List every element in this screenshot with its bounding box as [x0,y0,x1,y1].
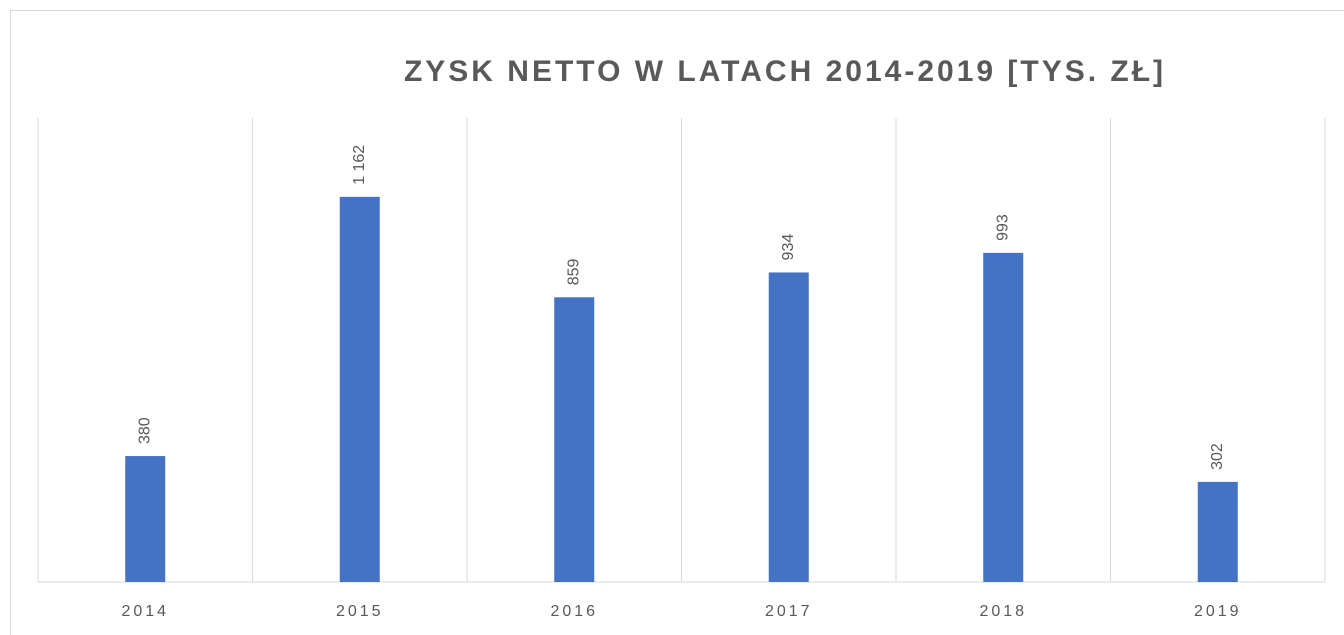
data-label: 302 [1209,443,1226,470]
x-tick-label: 2016 [550,603,598,620]
data-label: 1 162 [351,145,368,185]
x-tick-label: 2017 [765,603,813,620]
x-tick-label: 2015 [336,603,384,620]
x-tick-label: 2019 [1194,603,1242,620]
bar [768,272,809,582]
data-label: 859 [565,259,582,286]
bar [1197,481,1238,582]
x-tick-label: 2018 [979,603,1027,620]
chart-title: ZYSK NETTO W LATACH 2014-2019 [TYS. ZŁ] [404,55,1166,88]
bar [339,196,380,582]
bar [125,456,166,582]
x-tick-label: 2014 [121,603,169,620]
bar [983,252,1024,583]
chart-frame [10,10,1344,635]
bar [554,297,595,582]
data-label: 934 [780,234,797,261]
data-label: 993 [994,214,1011,241]
data-label: 380 [136,417,153,444]
